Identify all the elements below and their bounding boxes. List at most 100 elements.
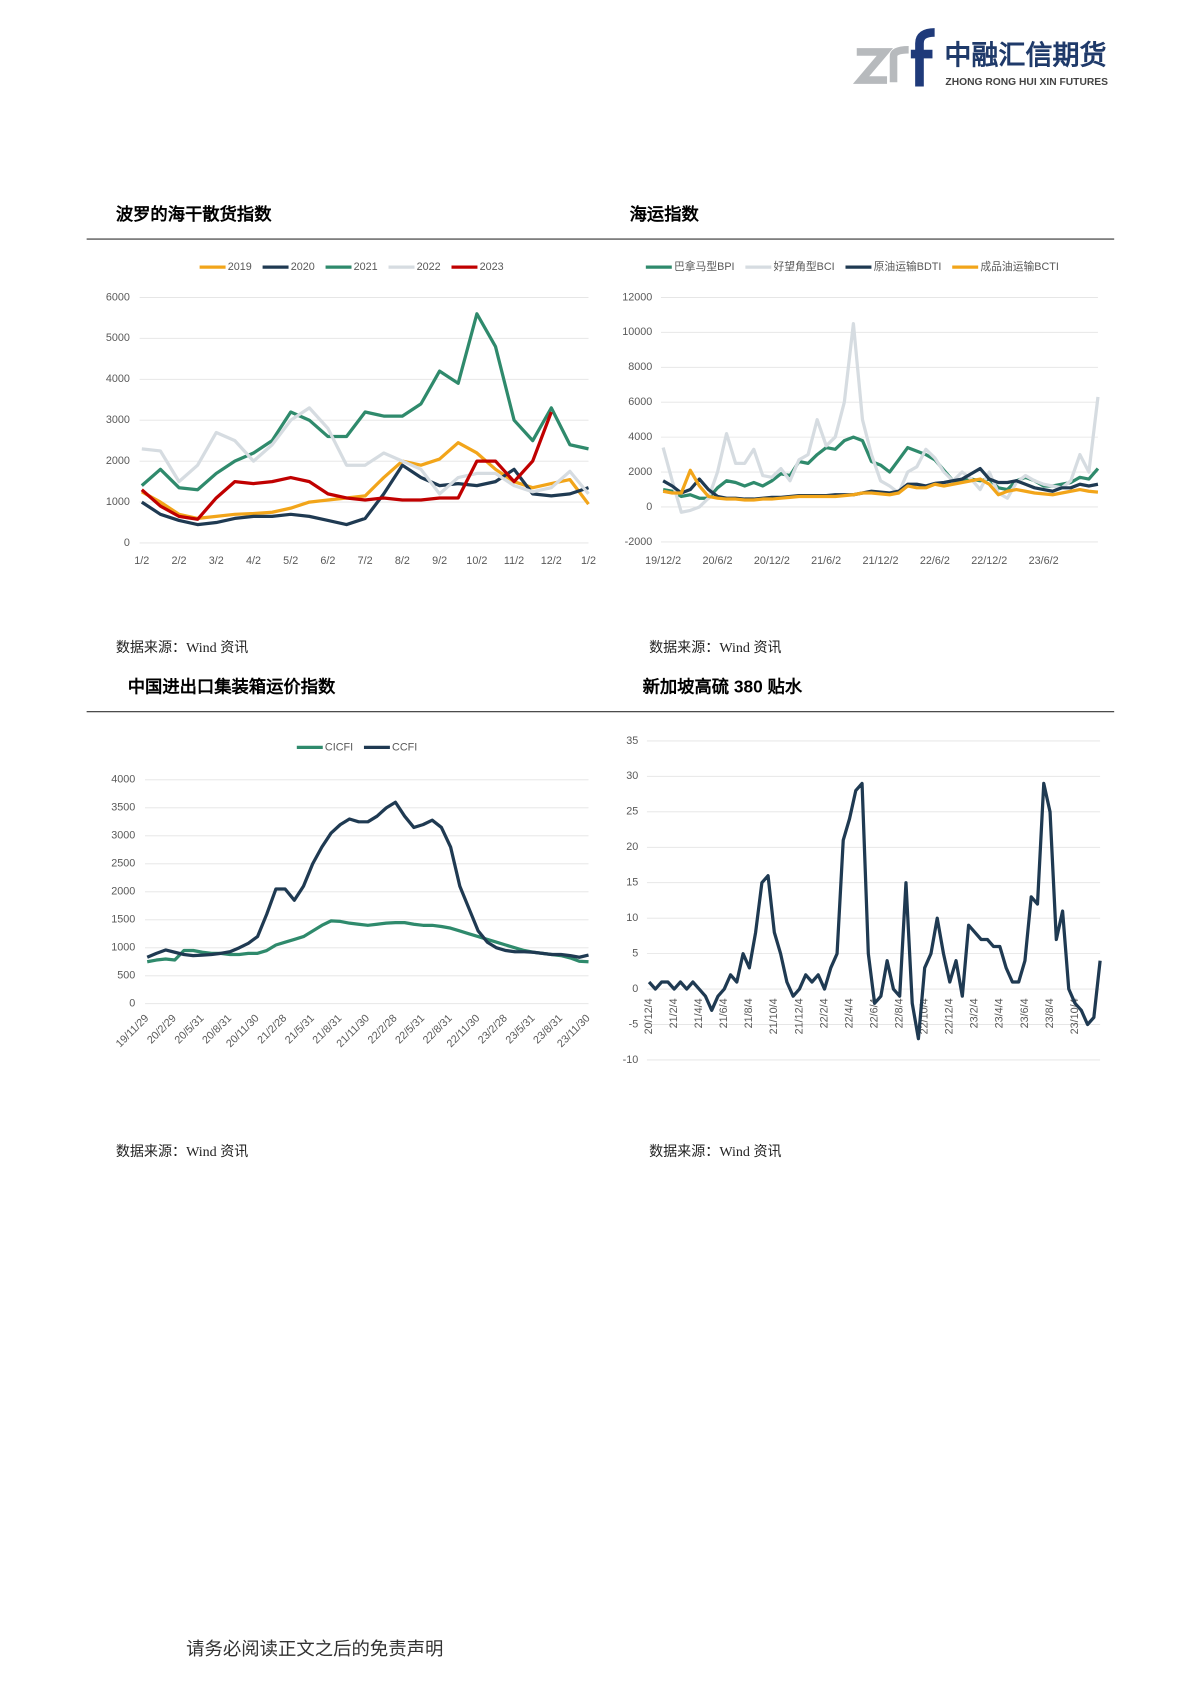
- x-tick-label: 21/2/28: [255, 1012, 289, 1046]
- y-tick-label: 2500: [111, 858, 135, 870]
- logo-r: [889, 45, 909, 83]
- legend-label: 2021: [354, 261, 378, 273]
- x-tick-label: 9/2: [432, 555, 447, 567]
- legend-label: 2023: [480, 261, 504, 273]
- legend-label: 2019: [228, 261, 252, 273]
- x-tick-label: 20/12/2: [754, 555, 790, 567]
- y-tick-label: 500: [117, 970, 135, 982]
- x-tick-label: 20/5/31: [173, 1012, 207, 1046]
- y-tick-label: 30: [626, 770, 638, 782]
- data-line: [140, 463, 590, 527]
- legend-label: 好望角型BCI: [773, 259, 834, 273]
- y-tick-label: 1000: [111, 942, 135, 954]
- y-tick-label: 3000: [111, 830, 135, 842]
- x-tick-label: 21/5/31: [283, 1012, 317, 1046]
- logo-z: [852, 48, 894, 84]
- legend-label: 2022: [417, 261, 441, 273]
- y-tick-label: 5000: [106, 332, 130, 344]
- y-tick-label: -2000: [625, 536, 653, 548]
- x-tick-label: 23/2/28: [476, 1012, 510, 1046]
- y-tick-label: 6000: [628, 396, 652, 408]
- x-tick-label: 21/2/4: [668, 998, 680, 1028]
- source-note: 数据来源：Wind 资讯: [116, 640, 249, 656]
- x-tick-label: 21/6/4: [718, 998, 730, 1028]
- x-tick-label: 22/4/4: [843, 998, 855, 1028]
- x-tick-label: 10/2: [466, 555, 487, 567]
- data-line: [662, 435, 1100, 500]
- data-line: [140, 411, 553, 521]
- company-name: 中融汇信期货: [944, 39, 1106, 70]
- chart-title: 中国进出口集装箱运价指数: [128, 676, 336, 696]
- x-tick-label: 22/8/4: [894, 998, 906, 1028]
- y-tick-label: 4000: [628, 431, 652, 443]
- y-tick-label: 2000: [106, 455, 130, 467]
- y-tick-label: 15: [626, 877, 638, 889]
- x-tick-label: 1/2: [134, 555, 149, 567]
- chart-title: 海运指数: [630, 204, 700, 224]
- x-tick-label: 22/2/4: [818, 998, 830, 1028]
- legend: 巴拿马型BPI 好望角型BCI 原油运输BDTI 成品油运输BCTI: [645, 259, 1059, 273]
- legend-label: CCFI: [392, 741, 417, 753]
- y-tick-label: 20: [626, 841, 638, 853]
- y-tick-label: 0: [632, 983, 638, 995]
- legend-label: 巴拿马型BPI: [674, 259, 735, 273]
- x-tick-label: 1/2: [581, 555, 596, 567]
- y-tick-label: 4000: [106, 373, 130, 385]
- x-tick-label: 20/12/4: [643, 998, 655, 1034]
- legend: 2019 2020 2021 2022 2023: [199, 261, 504, 273]
- x-tick-label: 23/4/4: [994, 998, 1006, 1028]
- x-tick-label: 22/6/2: [920, 555, 950, 567]
- y-tick-label: 1500: [111, 914, 135, 926]
- x-tick-label: 4/2: [246, 555, 261, 567]
- x-tick-label: 22/12/2: [971, 555, 1007, 567]
- logo-f: [910, 28, 935, 87]
- legend-label: 原油运输BDTI: [874, 259, 942, 273]
- x-tick-label: 23/6/4: [1019, 998, 1031, 1028]
- y-tick-label: 0: [129, 998, 135, 1010]
- x-tick-label: 19/12/2: [645, 555, 681, 567]
- x-tick-label: 21/8/4: [743, 998, 755, 1028]
- company-name-en: ZHONG RONG HUI XIN FUTURES: [945, 77, 1108, 88]
- data-line: [141, 406, 590, 496]
- y-tick-label: 10000: [622, 326, 652, 338]
- x-tick-label: 11/2: [504, 555, 524, 567]
- x-tick-label: 22/2/28: [366, 1012, 400, 1046]
- x-tick-label: 19/11/29: [114, 1012, 152, 1050]
- legend-label: CICFI: [325, 741, 353, 753]
- y-tick-label: 25: [626, 806, 638, 818]
- x-tick-label: 22/6/4: [868, 998, 880, 1028]
- logo-mark: [852, 28, 935, 87]
- disclaimer-footer: 请务必阅读正文之后的免责声明: [186, 1639, 443, 1659]
- x-tick-label: 6/2: [320, 555, 335, 567]
- data-line: [661, 321, 1100, 514]
- x-tick-label: 21/6/2: [811, 555, 841, 567]
- y-tick-label: 1000: [106, 496, 130, 508]
- y-tick-label: 10: [626, 912, 638, 924]
- x-tick-label: 5/2: [283, 555, 298, 567]
- y-tick-label: 0: [646, 501, 652, 513]
- x-tick-label: 23/8/4: [1044, 998, 1056, 1028]
- y-tick-label: 2000: [628, 466, 652, 478]
- x-tick-label: 8/2: [395, 555, 410, 567]
- x-tick-label: 20/2/29: [145, 1012, 179, 1046]
- x-tick-label: 21/12/4: [793, 998, 805, 1034]
- chart-title: 新加坡高硫 380 贴水: [643, 676, 803, 696]
- y-tick-label: 2000: [111, 886, 135, 898]
- source-note: 数据来源：Wind 资讯: [649, 640, 781, 656]
- x-tick-label: 21/4/4: [693, 998, 705, 1028]
- x-tick-label: 22/12/4: [944, 998, 956, 1034]
- y-tick-label: 6000: [106, 291, 130, 303]
- data-line: [662, 468, 1099, 502]
- legend-label: 2020: [291, 261, 315, 273]
- source-note: 数据来源：Wind 资讯: [649, 1144, 781, 1160]
- x-tick-label: 21/12/2: [863, 555, 899, 567]
- x-tick-label: 7/2: [358, 555, 373, 567]
- y-tick-label: -5: [629, 1018, 639, 1030]
- y-tick-label: -10: [623, 1054, 639, 1066]
- x-tick-label: 2/2: [172, 555, 187, 567]
- data-line: [140, 312, 589, 492]
- legend: CICFI CCFI: [296, 741, 417, 753]
- data-line: [146, 800, 589, 959]
